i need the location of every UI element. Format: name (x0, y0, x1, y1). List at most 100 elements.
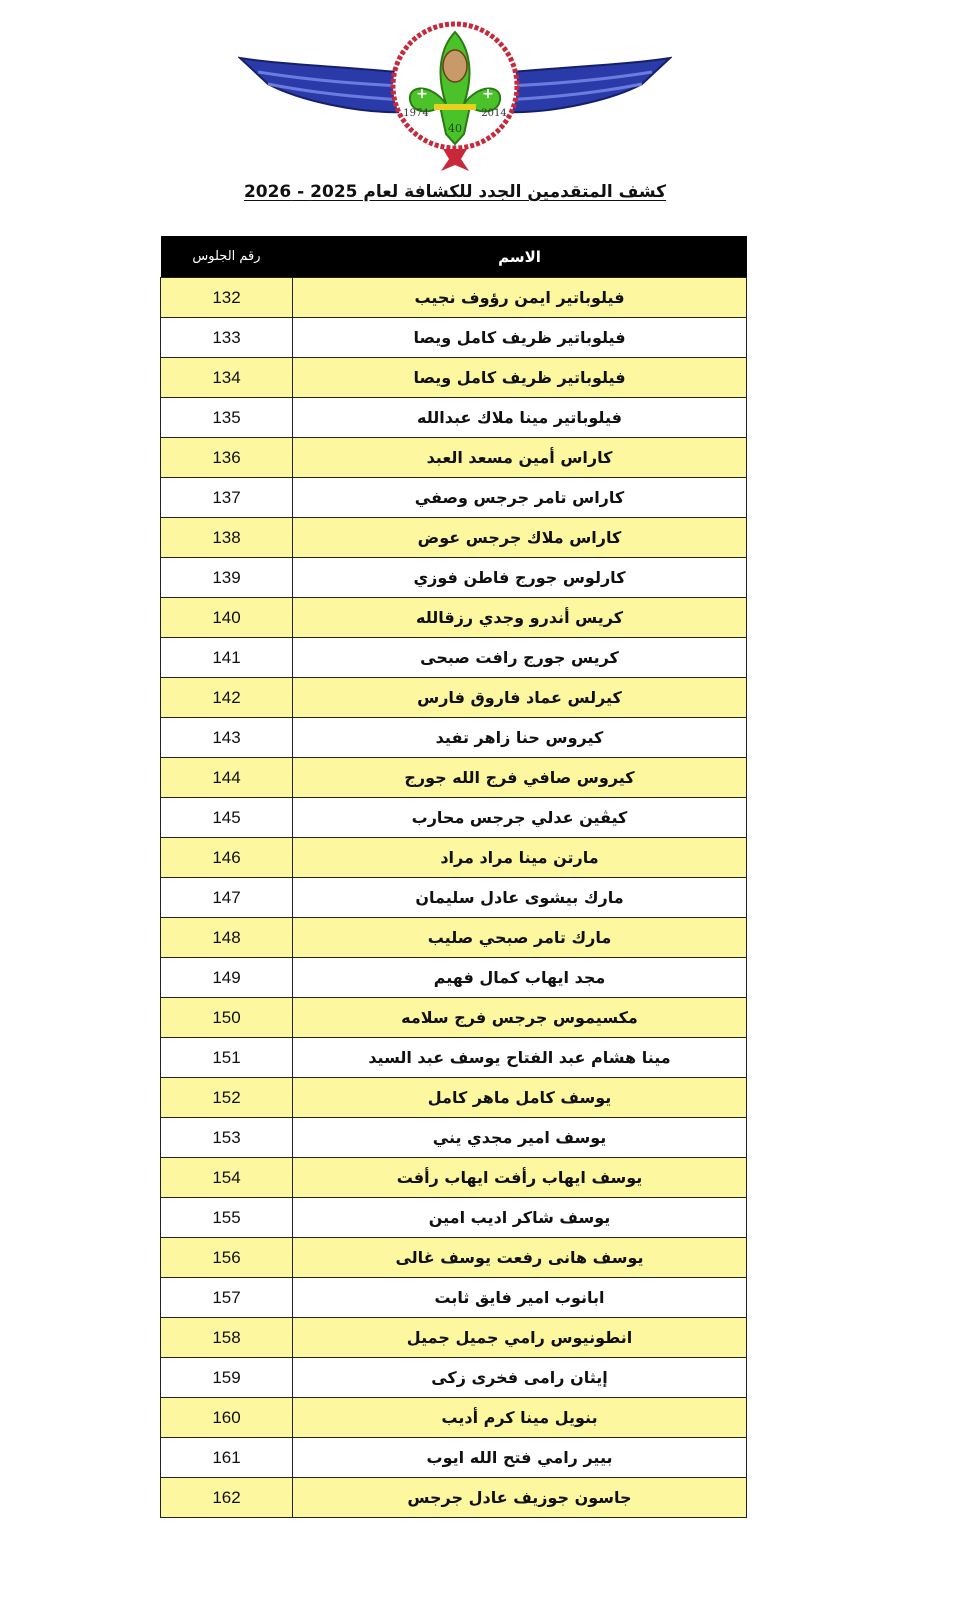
seat-number-cell: 161 (160, 1437, 293, 1478)
table-row: 159 إيثان رامى فخرى زكى (160, 1357, 747, 1398)
name-cell: كيروس حنا زاهر تفيد (292, 717, 747, 758)
table-row: 146 مارتن مينا مراد مراد (160, 837, 747, 878)
table-row: 156 يوسف هانى رفعت يوسف غالى (160, 1237, 747, 1278)
seat-number-cell: 145 (160, 797, 293, 838)
name-cell: يوسف امير مجدي يني (292, 1117, 747, 1158)
seat-number-cell: 158 (160, 1317, 293, 1358)
svg-text:+: + (482, 86, 494, 102)
name-cell: جاسون جوزيف عادل جرجس (292, 1477, 747, 1518)
seat-number-cell: 149 (160, 957, 293, 998)
table-row: 152 يوسف كامل ماهر كامل (160, 1077, 747, 1118)
seat-number-cell: 157 (160, 1277, 293, 1318)
table-row: 151 مينا هشام عبد الفتاح يوسف عبد السيد (160, 1037, 747, 1078)
name-cell: بنويل مينا كرم أديب (292, 1397, 747, 1438)
table-header-row: رقم الجلوس الاسم (160, 236, 747, 278)
seat-number-cell: 143 (160, 717, 293, 758)
seat-number-cell: 146 (160, 837, 293, 878)
seat-number-cell: 148 (160, 917, 293, 958)
seat-number-cell: 133 (160, 317, 293, 358)
table-row: 139 كارلوس جورج فاطن فوزي (160, 557, 747, 598)
seat-number-cell: 154 (160, 1157, 293, 1198)
name-cell: فيلوباتير ظريف كامل ويصا (292, 357, 747, 398)
seat-number-cell: 153 (160, 1117, 293, 1158)
name-cell: فيلوباتير ظريف كامل ويصا (292, 317, 747, 358)
header-name: الاسم (292, 236, 747, 278)
rope-knot-icon (441, 149, 469, 171)
name-cell: كارلوس جورج فاطن فوزي (292, 557, 747, 598)
table-row: 141 كريس جورج رافت صبحى (160, 637, 747, 678)
name-cell: مارك بيشوى عادل سليمان (292, 877, 747, 918)
table-row: 155 يوسف شاكر اديب امين (160, 1197, 747, 1238)
table-row: 138 كاراس ملاك جرجس عوض (160, 517, 747, 558)
table-row: 150 مكسيموس جرجس فرج سلامه (160, 997, 747, 1038)
seat-number-cell: 151 (160, 1037, 293, 1078)
seat-number-cell: 139 (160, 557, 293, 598)
name-cell: مارتن مينا مراد مراد (292, 837, 747, 878)
table-row: 148 مارك تامر صبحي صليب (160, 917, 747, 958)
name-cell: كريس أندرو وجدي رزقالله (292, 597, 747, 638)
logo-year-start: 1974 (403, 108, 428, 119)
svg-text:+: + (416, 86, 428, 102)
table-row: 154 يوسف ايهاب رأفت ايهاب رأفت (160, 1157, 747, 1198)
name-cell: يوسف كامل ماهر كامل (292, 1077, 747, 1118)
table-row: 153 يوسف امير مجدي يني (160, 1117, 747, 1158)
table-row: 144 كيروس صافي فرج الله جورج (160, 757, 747, 798)
table-row: 147 مارك بيشوى عادل سليمان (160, 877, 747, 918)
seat-number-cell: 155 (160, 1197, 293, 1238)
name-cell: يوسف ايهاب رأفت ايهاب رأفت (292, 1157, 747, 1198)
table-row: 135 فيلوباتير مينا ملاك عبدالله (160, 397, 747, 438)
fleur-de-lis-icon: + + (408, 30, 502, 146)
name-cell: مجد ايهاب كمال فهيم (292, 957, 747, 998)
name-cell: كاراس ملاك جرجس عوض (292, 517, 747, 558)
name-cell: كيروس صافي فرج الله جورج (292, 757, 747, 798)
table-row: 142 كيرلس عماد فاروق فارس (160, 677, 747, 718)
logo-year-end: 2014 (481, 108, 506, 119)
name-cell: فيلوباتير ايمن رؤوف نجيب (292, 277, 747, 318)
seat-number-cell: 160 (160, 1397, 293, 1438)
seat-number-cell: 141 (160, 637, 293, 678)
table-row: 132 فيلوباتير ايمن رؤوف نجيب (160, 277, 747, 318)
name-cell: إيثان رامى فخرى زكى (292, 1357, 747, 1398)
table-row: 157 ابانوب امير فايق ثابت (160, 1277, 747, 1318)
seat-number-cell: 147 (160, 877, 293, 918)
seat-number-cell: 136 (160, 437, 293, 478)
name-cell: يوسف شاكر اديب امين (292, 1197, 747, 1238)
name-cell: مارك تامر صبحي صليب (292, 917, 747, 958)
seat-number-cell: 142 (160, 677, 293, 718)
seat-number-cell: 159 (160, 1357, 293, 1398)
seat-number-cell: 138 (160, 517, 293, 558)
table-row: 136 كاراس أمين مسعد العبد (160, 437, 747, 478)
seat-number-cell: 134 (160, 357, 293, 398)
name-cell: مينا هشام عبد الفتاح يوسف عبد السيد (292, 1037, 747, 1078)
name-cell: كاراس تامر جرجس وصفي (292, 477, 747, 518)
name-cell: انطونيوس رامي جميل جميل (292, 1317, 747, 1358)
name-cell: كيڤين عدلي جرجس محارب (292, 797, 747, 838)
table-row: 134 فيلوباتير ظريف كامل ويصا (160, 357, 747, 398)
table-row: 133 فيلوباتير ظريف كامل ويصا (160, 317, 747, 358)
name-cell: مكسيموس جرجس فرج سلامه (292, 997, 747, 1038)
name-cell: كريس جورج رافت صبحى (292, 637, 747, 678)
applicants-table: رقم الجلوس الاسم 132 فيلوباتير ايمن رؤوف … (160, 236, 747, 1518)
table-row: 162 جاسون جوزيف عادل جرجس (160, 1477, 747, 1518)
name-cell: ابانوب امير فايق ثابت (292, 1277, 747, 1318)
seat-number-cell: 135 (160, 397, 293, 438)
table-row: 137 كاراس تامر جرجس وصفي (160, 477, 747, 518)
page-title: كشف المتقدمين الجدد للكشافة لعام 2025 - … (243, 182, 667, 202)
seat-number-cell: 156 (160, 1237, 293, 1278)
seat-number-cell: 150 (160, 997, 293, 1038)
name-cell: كيرلس عماد فاروق فارس (292, 677, 747, 718)
name-cell: يوسف هانى رفعت يوسف غالى (292, 1237, 747, 1278)
seat-number-cell: 137 (160, 477, 293, 518)
name-cell: فيلوباتير مينا ملاك عبدالله (292, 397, 747, 438)
table-row: 161 بيير رامي فتح الله ايوب (160, 1437, 747, 1478)
right-wing-icon (500, 56, 672, 114)
table-row: 140 كريس أندرو وجدي رزقالله (160, 597, 747, 638)
table-row: 145 كيڤين عدلي جرجس محارب (160, 797, 747, 838)
name-cell: كاراس أمين مسعد العبد (292, 437, 747, 478)
logo-anniversary: 40 (448, 122, 462, 135)
header-seat-number: رقم الجلوس (160, 236, 293, 278)
seat-number-cell: 132 (160, 277, 293, 318)
scout-group-logo: + + 1974 2014 40 (238, 21, 672, 171)
seat-number-cell: 140 (160, 597, 293, 638)
seat-number-cell: 144 (160, 757, 293, 798)
